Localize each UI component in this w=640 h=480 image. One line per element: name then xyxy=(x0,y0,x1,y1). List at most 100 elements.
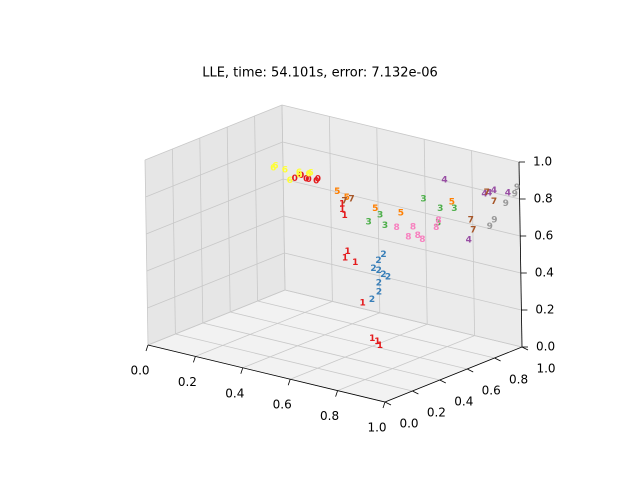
grid-line xyxy=(284,252,522,311)
point-label: 1 xyxy=(342,254,348,264)
point-label: 4 xyxy=(466,235,472,245)
point-label: 2 xyxy=(376,288,382,298)
grid-line xyxy=(423,139,428,325)
grid-line xyxy=(254,115,258,302)
point-label: 1 xyxy=(344,247,350,257)
point-label: 7 xyxy=(468,216,474,226)
grid-line xyxy=(147,289,286,346)
tick-mark xyxy=(335,390,338,397)
chart-title: LLE, time: 54.101s, error: 7.132e-06 xyxy=(202,66,438,81)
point-label: 4 xyxy=(486,189,492,199)
point-label: 4 xyxy=(481,189,487,199)
grid-line xyxy=(195,301,333,357)
point-label: 1 xyxy=(359,298,365,308)
point-label: 0 xyxy=(298,171,304,181)
y-tick-label: 0.4 xyxy=(454,395,473,409)
point-label: 8 xyxy=(393,223,399,233)
point-label: 6 xyxy=(307,168,313,178)
point-label: 8 xyxy=(433,223,439,233)
point-label: 3 xyxy=(377,210,383,220)
grid-line xyxy=(242,312,380,369)
grid-line xyxy=(145,141,283,198)
point-label: 2 xyxy=(370,264,376,274)
back-pane xyxy=(282,105,522,347)
point-label: 6 xyxy=(270,163,276,173)
grid-line xyxy=(257,300,495,359)
point-label: 2 xyxy=(375,256,381,266)
point-label: 0 xyxy=(306,175,312,185)
grid-line xyxy=(230,311,468,370)
grid-line xyxy=(172,148,176,335)
point-label: 6 xyxy=(287,176,293,186)
z-tick-label: 1.0 xyxy=(533,155,552,169)
grid-line xyxy=(146,215,284,272)
y-tick-label: 0.0 xyxy=(399,417,418,431)
point-label: 6 xyxy=(305,169,311,179)
tick-mark xyxy=(240,367,244,374)
z-tick-label: 0.6 xyxy=(534,229,553,243)
z-tick-label: 0.8 xyxy=(534,192,553,206)
tick-mark xyxy=(384,401,392,406)
point-label: 8 xyxy=(410,222,416,232)
point-label: 7 xyxy=(484,188,490,198)
point-label: 6 xyxy=(282,165,288,175)
point-label: 3 xyxy=(435,218,441,228)
grid-line xyxy=(202,322,440,381)
point-label: 5 xyxy=(334,187,340,197)
point-label: 3 xyxy=(420,195,426,205)
point-label: 5 xyxy=(372,204,378,214)
point-label: 5 xyxy=(344,193,350,203)
grid-line xyxy=(471,150,475,336)
point-label: 0 xyxy=(292,174,298,184)
point-label: 0 xyxy=(313,177,319,187)
x-tick-label: 0.4 xyxy=(225,386,244,400)
point-label: 6 xyxy=(296,168,302,178)
point-label: 8 xyxy=(415,231,421,241)
point-label: 7 xyxy=(470,225,476,235)
point-label: 0 xyxy=(315,175,321,185)
point-label: 4 xyxy=(441,176,447,186)
point-label: 9 xyxy=(512,190,518,200)
y-axis xyxy=(384,346,523,403)
point-label: 2 xyxy=(380,250,386,260)
point-label: 1 xyxy=(352,258,358,268)
point-label: 2 xyxy=(380,270,386,280)
point-label: 2 xyxy=(376,278,382,288)
x-tick-label: 0.0 xyxy=(130,364,149,378)
z-tick-label: 0.2 xyxy=(535,303,554,317)
x-tick-label: 0.8 xyxy=(320,409,339,423)
grid-line xyxy=(281,104,520,163)
grid-line xyxy=(283,178,521,237)
point-label: 2 xyxy=(369,295,375,305)
point-label: 3 xyxy=(451,204,457,214)
point-label: 5 xyxy=(398,209,404,219)
point-label: 6 xyxy=(296,171,302,181)
tick-mark xyxy=(494,357,501,362)
z-axis xyxy=(518,161,523,348)
grid-line xyxy=(175,333,413,392)
grid-line xyxy=(199,137,204,324)
point-label: 2 xyxy=(385,272,391,282)
grid-line xyxy=(282,141,520,200)
tick-mark xyxy=(439,379,446,384)
grid-line xyxy=(146,178,284,235)
point-label: 5 xyxy=(449,198,455,208)
point-label: 1 xyxy=(339,205,345,215)
grid-line xyxy=(226,126,231,313)
grid-line xyxy=(290,323,428,380)
tick-mark xyxy=(193,356,196,363)
y-tick-label: 0.2 xyxy=(427,406,446,420)
z-tick-label: 0.0 xyxy=(536,340,555,354)
point-label: 8 xyxy=(405,232,411,242)
y-tick-label: 0.8 xyxy=(509,373,528,387)
x-tick-label: 0.2 xyxy=(178,375,197,389)
x-tick-label: 0.6 xyxy=(273,398,292,412)
left-pane xyxy=(145,105,285,345)
grid-line xyxy=(281,104,286,291)
floor-pane xyxy=(148,290,522,402)
z-tick-label: 0.4 xyxy=(535,266,554,280)
point-label: 1 xyxy=(374,337,380,347)
point-label: 4 xyxy=(491,186,497,196)
grid-line xyxy=(337,335,475,391)
